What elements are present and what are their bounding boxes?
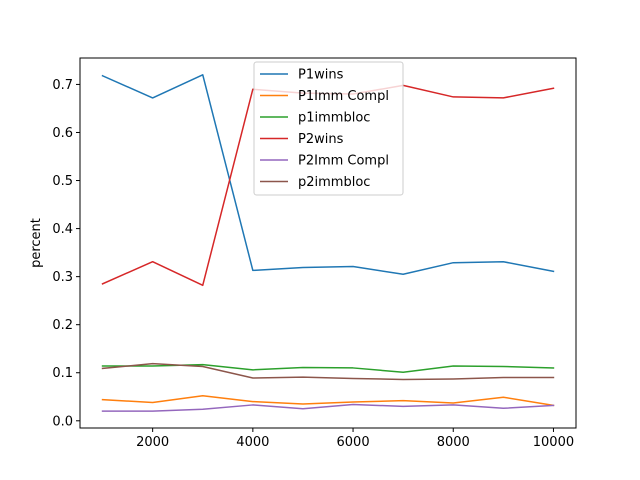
y-tick-label: 0.1 [52,366,73,381]
y-tick-label: 0.7 [52,78,73,93]
series-line-p1imm-compl [101,395,555,407]
x-axis-ticks: 2000 4000 6000 8000 10000 [136,428,574,450]
series-line-p2imm-compl [101,403,555,412]
y-tick-label: 0.3 [52,270,73,285]
y-axis-label: percent [29,218,44,268]
legend: P1wins P1Imm Compl p1immbloc P2wins P2Imm Co… [253,61,404,196]
legend-entry-label: P2wins [298,132,344,147]
y-tick-label: 0.4 [52,222,73,237]
legend-entry-label: P1Imm Compl [298,89,389,104]
y-tick-label: 0.5 [52,174,73,189]
legend-entry-label: P1wins [298,68,344,83]
legend-entry-label: p1immbloc [298,111,370,126]
legend-box [253,61,404,196]
x-tick-label: 10000 [533,435,574,450]
x-tick-label: 6000 [337,435,370,450]
y-tick-label: 0.0 [52,414,73,429]
x-tick-label: 2000 [136,435,169,450]
series-line-p1wins [101,74,555,275]
x-tick-label: 8000 [437,435,470,450]
legend-entry-label: P2Imm Compl [298,154,389,169]
y-axis-ticks: 0.0 0.1 0.2 0.3 0.4 0.5 0.6 0.7 [52,78,80,429]
x-tick-label: 4000 [236,435,269,450]
legend-entry-label: p2immbloc [298,175,370,190]
y-tick-label: 0.6 [52,126,73,141]
series-line-p2immbloc [101,362,555,381]
axes-frame [79,57,577,429]
y-tick-label: 0.2 [52,318,73,333]
